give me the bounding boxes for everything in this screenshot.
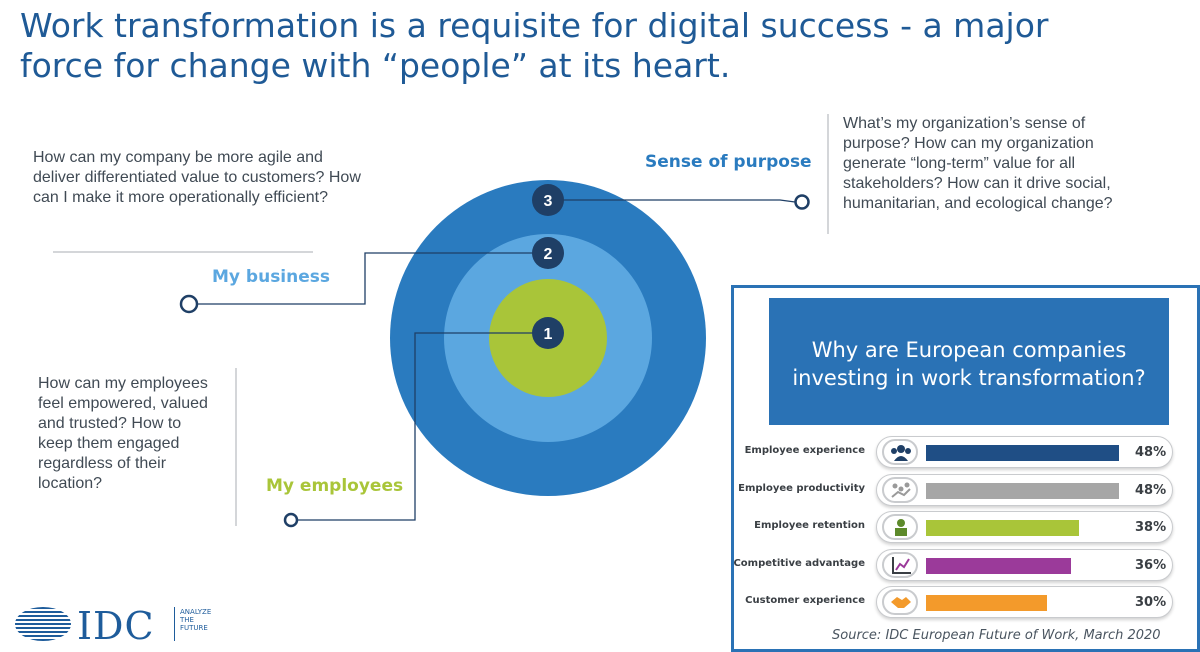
label-sense-of-purpose: Sense of purpose bbox=[645, 152, 812, 172]
bar bbox=[926, 595, 1047, 611]
badge-3 bbox=[532, 184, 564, 216]
connector-business bbox=[197, 252, 548, 305]
badge-2-number: 2 bbox=[544, 246, 553, 263]
badge-1 bbox=[532, 317, 564, 349]
logo-tagline: ANALYZE THE FUTURE bbox=[180, 608, 212, 632]
idc-logo: IDC ANALYZE THE FUTURE bbox=[14, 604, 224, 648]
bar-row: Employee retention 38% bbox=[734, 510, 1197, 544]
handshake-icon bbox=[882, 589, 918, 615]
bar-value-label: 48% bbox=[1135, 445, 1167, 460]
productivity-icon bbox=[882, 476, 918, 503]
endpoint-business bbox=[179, 294, 199, 314]
page-title: Work transformation is a requisite for d… bbox=[20, 6, 1049, 85]
badge-1-number: 1 bbox=[544, 326, 553, 343]
label-my-employees: My employees bbox=[266, 476, 404, 496]
endpoint-purpose bbox=[794, 194, 810, 210]
bar-label: Customer experience bbox=[745, 595, 865, 606]
bar bbox=[926, 482, 1119, 499]
divider-purpose bbox=[827, 114, 829, 234]
globe-icon bbox=[15, 607, 71, 641]
question-purpose: What’s my organization’s sense of purpos… bbox=[843, 115, 1113, 212]
bar-value-label: 36% bbox=[1135, 557, 1167, 573]
bar-row: Customer experience 30% bbox=[734, 585, 1197, 619]
logo-separator bbox=[174, 607, 175, 641]
bar bbox=[926, 557, 1071, 574]
bar-label: Employee retention bbox=[754, 520, 865, 531]
bar-label: Competitive advantage bbox=[733, 557, 865, 569]
growth-chart-icon bbox=[882, 551, 918, 578]
bar-label: Employee productivity bbox=[738, 482, 865, 494]
bar-value-label: 30% bbox=[1135, 595, 1167, 610]
bar-value-label: 38% bbox=[1135, 520, 1167, 535]
bar-value-label: 48% bbox=[1135, 482, 1167, 498]
survey-panel: Why are European companies investing in … bbox=[731, 285, 1200, 652]
worker-icon bbox=[882, 514, 918, 540]
question-business: How can my company be more agile and del… bbox=[33, 149, 361, 206]
source-note: Source: IDC European Future of Work, Mar… bbox=[832, 628, 1161, 643]
endpoint-employees bbox=[283, 512, 299, 528]
question-employees: How can my employees feel empowered, val… bbox=[38, 375, 208, 492]
badge-2 bbox=[532, 237, 564, 269]
connector-employees bbox=[297, 332, 548, 521]
label-my-business: My business bbox=[212, 267, 331, 287]
bar bbox=[926, 520, 1079, 536]
panel-title: Why are European companies investing in … bbox=[769, 298, 1169, 425]
people-icon bbox=[882, 439, 918, 465]
badge-3-number: 3 bbox=[544, 193, 553, 210]
bar-row: Competitive advantage 36% bbox=[733, 548, 1197, 582]
bar bbox=[926, 445, 1119, 461]
bar-row: Employee productivity 48% bbox=[734, 473, 1197, 507]
divider-business bbox=[53, 251, 313, 253]
logo-wordmark: IDC bbox=[77, 604, 155, 648]
connector-purpose bbox=[548, 199, 796, 203]
bar-label: Employee experience bbox=[744, 445, 865, 456]
bar-row: Employee experience 48% bbox=[734, 435, 1197, 469]
divider-employees bbox=[235, 368, 237, 526]
